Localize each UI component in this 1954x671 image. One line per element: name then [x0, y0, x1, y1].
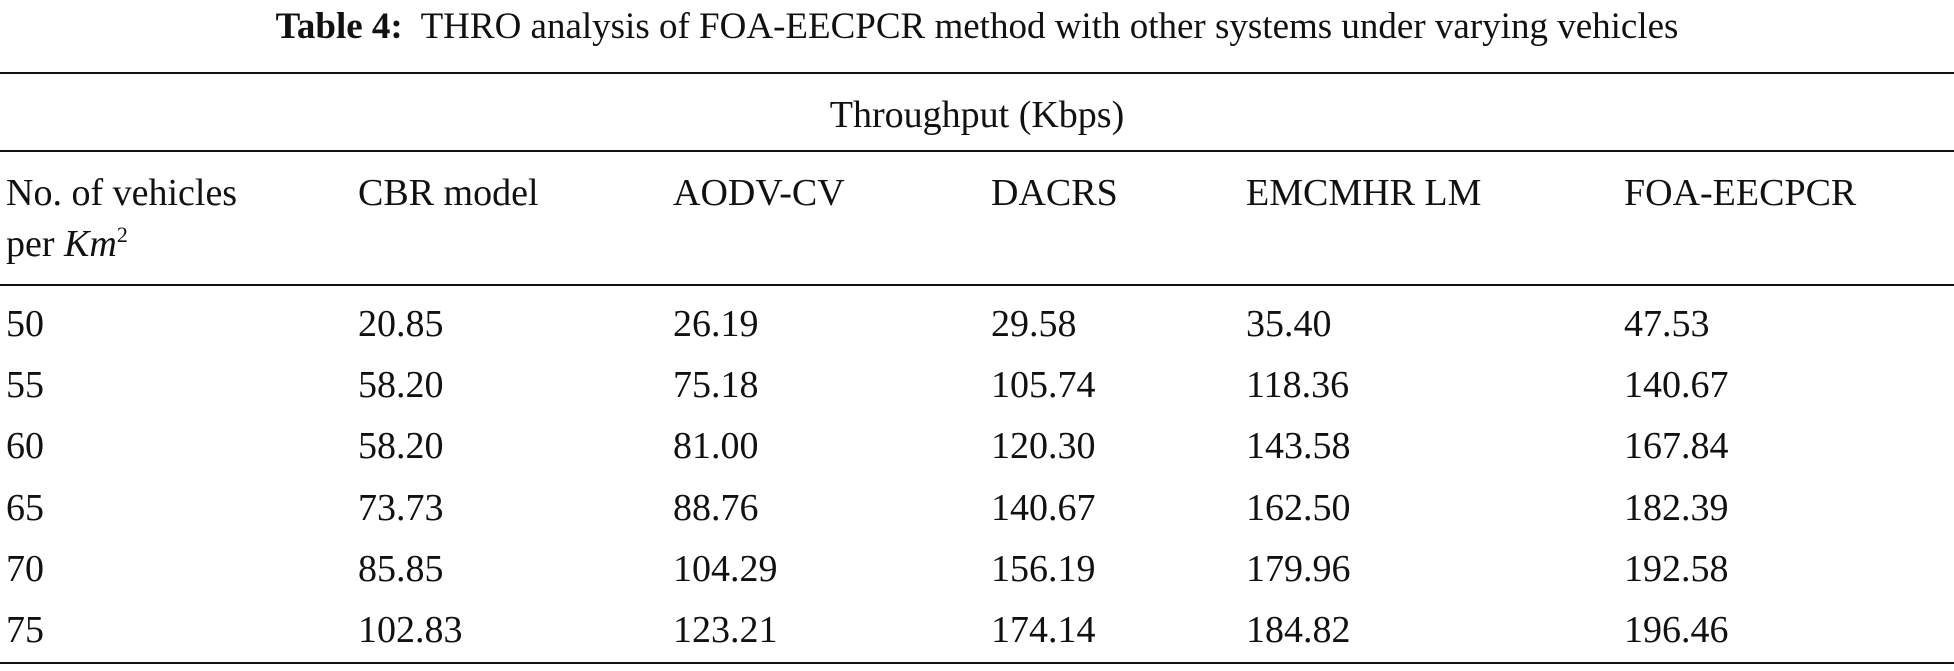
cell: 162.50 [1246, 487, 1351, 529]
cell: 179.96 [1246, 548, 1351, 590]
row-label: 50 [6, 303, 44, 345]
unit: Km [64, 223, 117, 265]
cell: 156.19 [991, 548, 1096, 590]
column-header: AODV-CV [673, 172, 845, 214]
cell: 104.29 [673, 548, 778, 590]
cell: 85.85 [358, 548, 444, 590]
cell: 123.21 [673, 609, 778, 651]
caption: Table 4: THRO analysis of FOA-EECPCR met… [0, 8, 1954, 45]
cell: 120.30 [991, 425, 1096, 467]
cell: 105.74 [991, 364, 1096, 406]
bottom-rule [0, 662, 1954, 664]
first-header: No. of vehicles [6, 172, 238, 214]
column-header: FOA-EECPCR [1624, 172, 1857, 214]
first-header-unit: per Km2 [6, 222, 128, 265]
column-header: CBR model [358, 172, 539, 214]
cell: 81.00 [673, 425, 759, 467]
cell: 196.46 [1624, 609, 1729, 651]
top-rule [0, 72, 1954, 74]
cell: 184.82 [1246, 609, 1351, 651]
cell: 58.20 [358, 425, 444, 467]
row-label: 65 [6, 487, 44, 529]
row-label: 75 [6, 609, 44, 651]
caption-text: THRO analysis of FOA-EECPCR method with … [420, 6, 1679, 47]
group-header: Throughput (Kbps) [829, 94, 1125, 136]
cell: 174.14 [991, 609, 1096, 651]
cell: 35.40 [1246, 303, 1332, 345]
group-rule [0, 150, 1954, 152]
cell: 167.84 [1624, 425, 1729, 467]
cell: 58.20 [358, 364, 444, 406]
cell: 140.67 [1624, 364, 1729, 406]
cell: 73.73 [358, 487, 444, 529]
column-header: EMCMHR LM [1246, 172, 1482, 214]
cell: 143.58 [1246, 425, 1351, 467]
cell: 192.58 [1624, 548, 1729, 590]
cell: 118.36 [1246, 364, 1350, 406]
cell: 20.85 [358, 303, 444, 345]
cell: 29.58 [991, 303, 1077, 345]
cell: 47.53 [1624, 303, 1710, 345]
caption-label: Table 4: [275, 6, 403, 47]
cell: 140.67 [991, 487, 1096, 529]
cell: 102.83 [358, 609, 463, 651]
cell: 182.39 [1624, 487, 1729, 529]
cell: 26.19 [673, 303, 759, 345]
cell: 88.76 [673, 487, 759, 529]
row-label: 55 [6, 364, 44, 406]
row-label: 70 [6, 548, 44, 590]
column-header: DACRS [991, 172, 1118, 214]
cell: 75.18 [673, 364, 759, 406]
row-label: 60 [6, 425, 44, 467]
superscript: 2 [116, 222, 128, 247]
header-rule [0, 284, 1954, 286]
per: per [6, 223, 55, 265]
